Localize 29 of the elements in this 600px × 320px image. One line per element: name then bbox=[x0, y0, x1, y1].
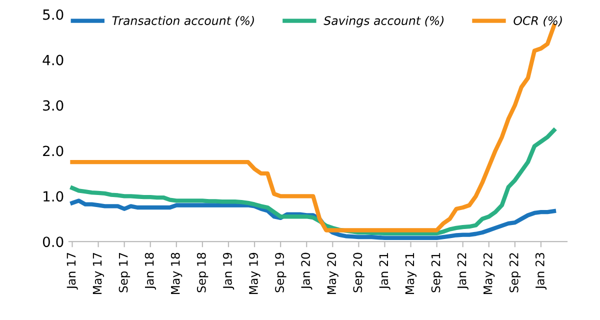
x-tick-label: May 17 bbox=[92, 253, 104, 294]
legend-label: Savings account (%) bbox=[324, 16, 444, 28]
x-tick-label: May 20 bbox=[327, 252, 338, 294]
x-tick-label: Sep 20 bbox=[353, 252, 364, 292]
x-tick-label: Jan 23 bbox=[535, 252, 547, 290]
legend-label: Transaction account (%) bbox=[112, 16, 254, 26]
x-tick-label: Sep 21 bbox=[431, 253, 443, 292]
line-series bbox=[70, 128, 556, 236]
x-tick-label: Jan 21 bbox=[379, 253, 390, 290]
x-tick-label: Jan 22 bbox=[457, 253, 468, 290]
x-tick-label: Sep 22 bbox=[509, 253, 521, 292]
y-tick-label: 0.0 bbox=[42, 236, 64, 248]
x-tick-label: Sep 19 bbox=[275, 252, 286, 292]
y-tick-label: 4.0 bbox=[42, 54, 64, 66]
x-tick-label: Jan 17 bbox=[66, 253, 78, 290]
y-tick-label: 1.0 bbox=[44, 191, 64, 202]
y-tick-label: 5.0 bbox=[43, 9, 64, 20]
legend-label: OCR (%) bbox=[514, 16, 562, 26]
x-tick-label: May 18 bbox=[170, 252, 182, 294]
x-tick-label: Jan 20 bbox=[301, 252, 312, 290]
x-tick-label: May 22 bbox=[483, 253, 495, 294]
x-tick-label: Jan 18 bbox=[144, 252, 156, 290]
x-tick-label: Jan 19 bbox=[222, 252, 234, 290]
y-tick-label: 3.0 bbox=[43, 100, 64, 111]
y-tick-label: 2.0 bbox=[43, 146, 64, 156]
x-tick-label: May 19 bbox=[249, 252, 260, 294]
x-tick-label: Sep 17 bbox=[118, 253, 130, 292]
x-tick-label: May 21 bbox=[405, 253, 416, 294]
x-tick-label: Sep 18 bbox=[196, 252, 208, 292]
